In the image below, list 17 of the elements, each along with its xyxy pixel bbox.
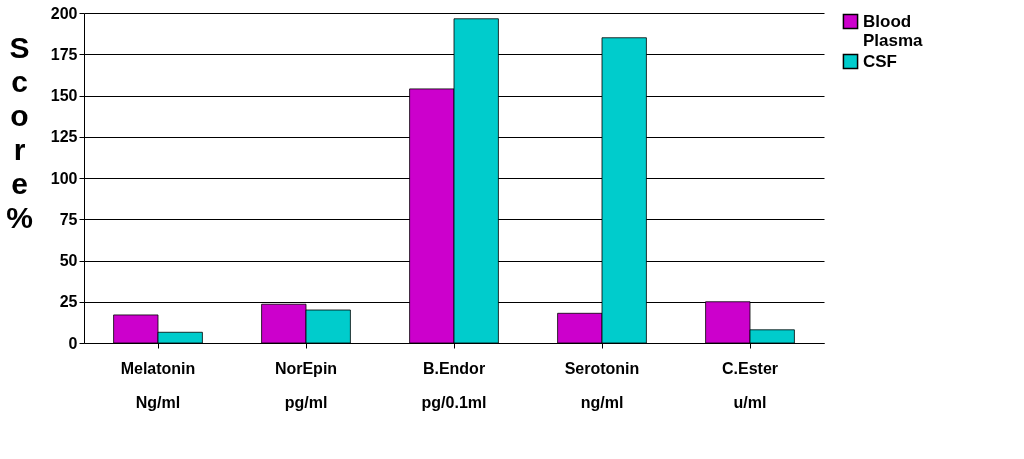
x-tick-label: Serotonin ng/ml [564,359,640,411]
y-tick-label: 75 [59,210,78,228]
x-tick-label: NorEpin pg/ml [274,359,338,411]
y-tick-label: 50 [59,252,78,269]
x-tick-label: Melatonin Ng/ml [120,359,196,411]
y-tick-label: 175 [50,45,78,63]
y-axis-title: Score % [6,30,33,234]
legend-label: CSF [863,51,897,71]
x-tick-label: C.Ester u/ml [721,359,779,411]
y-tick-label: 200 [50,4,78,22]
y-tick-label: 25 [59,293,78,311]
y-tick-label: 150 [50,87,78,104]
y-tick-label: 125 [50,128,78,146]
legend-label: Blood Plasma [863,11,924,50]
x-tick-label: B.Endor pg/0.1ml [421,359,487,411]
y-tick-label: 100 [50,169,78,187]
y-tick-label: 0 [68,334,78,352]
